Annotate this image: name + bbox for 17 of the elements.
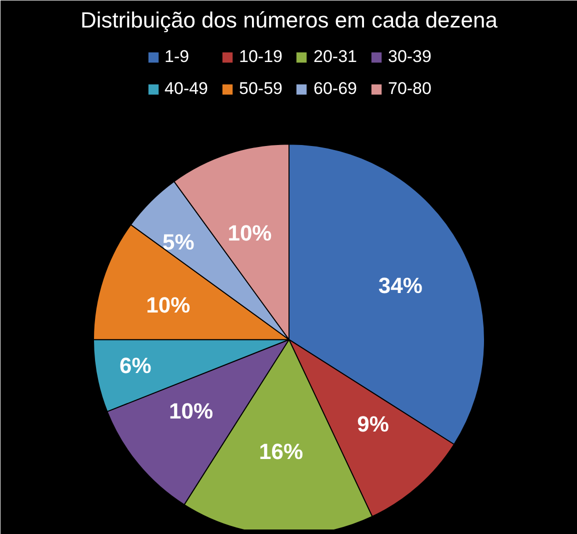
legend-label: 50-59 [239, 79, 282, 99]
chart-title: Distribuição dos números em cada dezena [80, 8, 498, 32]
data-label: 10% [169, 398, 214, 424]
data-label: 6% [119, 352, 152, 378]
data-label: 16% [259, 439, 304, 464]
legend-label: 30-39 [388, 47, 432, 67]
data-label: 34% [378, 273, 422, 298]
legend-label: 1-9 [164, 47, 190, 67]
legend-label: 10-19 [239, 47, 282, 67]
legend-label: 40-49 [164, 79, 208, 99]
data-label: 9% [357, 411, 389, 436]
legend-label: 70-80 [388, 79, 432, 99]
legend-label: 60-69 [314, 79, 357, 99]
data-label: 5% [162, 229, 194, 254]
data-label: 10% [146, 292, 190, 318]
legend-label: 20-31 [314, 47, 357, 67]
data-label: 10% [228, 220, 272, 246]
